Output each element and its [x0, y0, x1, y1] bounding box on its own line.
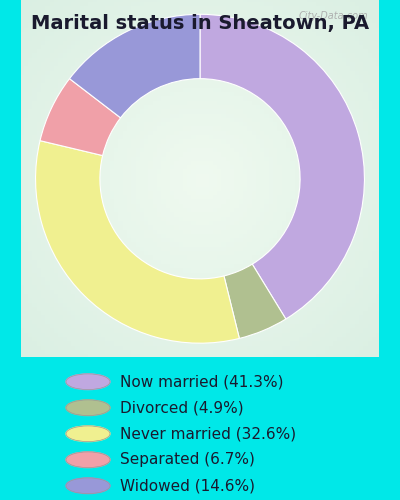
Text: Never married (32.6%): Never married (32.6%): [120, 426, 296, 441]
Text: Separated (6.7%): Separated (6.7%): [120, 452, 255, 467]
Circle shape: [66, 478, 110, 494]
Wedge shape: [70, 14, 200, 118]
Wedge shape: [40, 78, 120, 156]
Text: Divorced (4.9%): Divorced (4.9%): [120, 400, 244, 415]
Text: Marital status in Sheatown, PA: Marital status in Sheatown, PA: [31, 14, 369, 33]
Circle shape: [66, 374, 110, 390]
Wedge shape: [36, 140, 239, 343]
Text: City-Data.com: City-Data.com: [298, 10, 368, 20]
Wedge shape: [200, 14, 364, 319]
Circle shape: [66, 400, 110, 415]
Circle shape: [66, 452, 110, 468]
Text: Widowed (14.6%): Widowed (14.6%): [120, 478, 255, 493]
Wedge shape: [224, 264, 286, 338]
Text: Now married (41.3%): Now married (41.3%): [120, 374, 284, 389]
Circle shape: [66, 426, 110, 442]
